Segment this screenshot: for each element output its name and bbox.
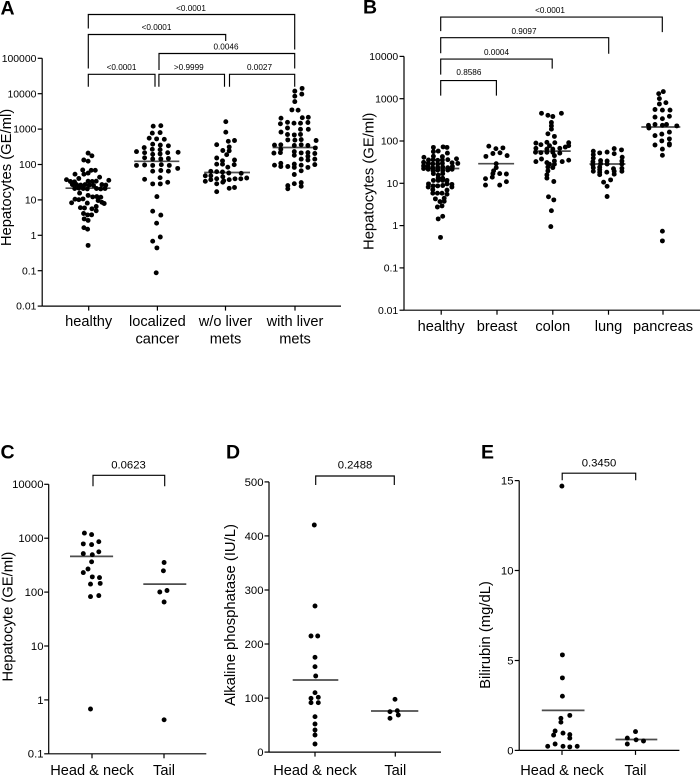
svg-text:<0.0001: <0.0001: [535, 6, 565, 15]
svg-text:10000: 10000: [369, 52, 398, 63]
svg-text:0.0027: 0.0027: [247, 63, 272, 72]
svg-text:10000: 10000: [7, 89, 36, 100]
svg-text:100: 100: [245, 693, 264, 705]
svg-text:1000: 1000: [13, 125, 36, 136]
svg-text:1: 1: [37, 695, 43, 707]
svg-text:healthy: healthy: [418, 319, 466, 335]
svg-text:pancreas: pancreas: [633, 319, 693, 335]
svg-text:0.2488: 0.2488: [338, 460, 373, 472]
svg-text:0.0046: 0.0046: [213, 43, 238, 52]
svg-text:Tail: Tail: [625, 763, 647, 779]
svg-text:Tail: Tail: [384, 763, 406, 779]
svg-text:0: 0: [507, 745, 513, 757]
svg-text:lung: lung: [595, 319, 623, 335]
svg-text:mets: mets: [279, 332, 311, 348]
svg-text:Head & neck: Head & neck: [520, 763, 604, 779]
svg-text:5: 5: [507, 655, 513, 667]
svg-text:Hepatocytes (GE/ml): Hepatocytes (GE/ml): [362, 113, 378, 250]
svg-text:cancer: cancer: [135, 332, 179, 348]
svg-text:healthy: healthy: [65, 314, 113, 330]
svg-text:100: 100: [381, 137, 399, 148]
svg-text:1: 1: [392, 221, 398, 232]
svg-text:0.0623: 0.0623: [111, 460, 146, 472]
svg-text:Hepatocyte (GE/ml): Hepatocyte (GE/ml): [0, 552, 16, 682]
svg-text:1: 1: [31, 231, 37, 242]
svg-text:100000: 100000: [2, 54, 37, 65]
svg-text:0.3450: 0.3450: [582, 457, 617, 469]
svg-text:with liver: with liver: [266, 314, 324, 330]
svg-text:0.01: 0.01: [16, 302, 36, 313]
svg-text:1000: 1000: [375, 94, 398, 105]
svg-text:A: A: [1, 0, 15, 20]
svg-text:Head & neck: Head & neck: [273, 763, 357, 779]
svg-text:Head & neck: Head & neck: [50, 763, 134, 779]
svg-text:400: 400: [245, 531, 264, 543]
svg-text:B: B: [363, 0, 377, 19]
svg-text:10000: 10000: [12, 479, 43, 491]
svg-text:0.0004: 0.0004: [484, 48, 509, 57]
svg-text:mets: mets: [210, 332, 242, 348]
svg-text:200: 200: [245, 639, 264, 651]
svg-text:localized: localized: [129, 314, 186, 330]
svg-text:Alkaline phosphatase (IU/L): Alkaline phosphatase (IU/L): [223, 524, 239, 706]
svg-text:10: 10: [501, 565, 514, 577]
svg-text:<0.0001: <0.0001: [107, 63, 137, 72]
svg-text:0.8586: 0.8586: [456, 68, 481, 77]
svg-text:0: 0: [257, 747, 263, 759]
svg-text:0.1: 0.1: [22, 266, 37, 277]
svg-text:E: E: [481, 442, 494, 464]
svg-text:<0.0001: <0.0001: [142, 23, 172, 32]
svg-text:10: 10: [387, 179, 399, 190]
svg-text:15: 15: [501, 476, 514, 488]
svg-text:100: 100: [25, 587, 44, 599]
svg-text:10: 10: [31, 641, 44, 653]
svg-text:w/o liver: w/o liver: [198, 314, 253, 330]
svg-text:0.1: 0.1: [384, 264, 399, 275]
svg-text:1000: 1000: [18, 533, 43, 545]
svg-text:<0.0001: <0.0001: [176, 4, 206, 13]
svg-text:300: 300: [245, 585, 264, 597]
svg-text:>0.9999: >0.9999: [174, 63, 204, 72]
svg-text:D: D: [226, 442, 240, 464]
svg-text:500: 500: [245, 477, 264, 489]
svg-text:breast: breast: [477, 319, 518, 335]
svg-text:10: 10: [25, 196, 37, 207]
svg-text:0.9097: 0.9097: [511, 27, 536, 36]
svg-text:C: C: [1, 442, 15, 464]
svg-text:Tail: Tail: [153, 763, 175, 779]
svg-text:Hepatocytes (GE/ml): Hepatocytes (GE/ml): [0, 109, 15, 246]
svg-text:0.1: 0.1: [28, 749, 44, 761]
svg-text:colon: colon: [535, 319, 570, 335]
svg-text:Bilirubin (mg/dL): Bilirubin (mg/dL): [478, 581, 494, 689]
svg-text:0.01: 0.01: [378, 306, 398, 317]
svg-text:100: 100: [19, 160, 37, 171]
